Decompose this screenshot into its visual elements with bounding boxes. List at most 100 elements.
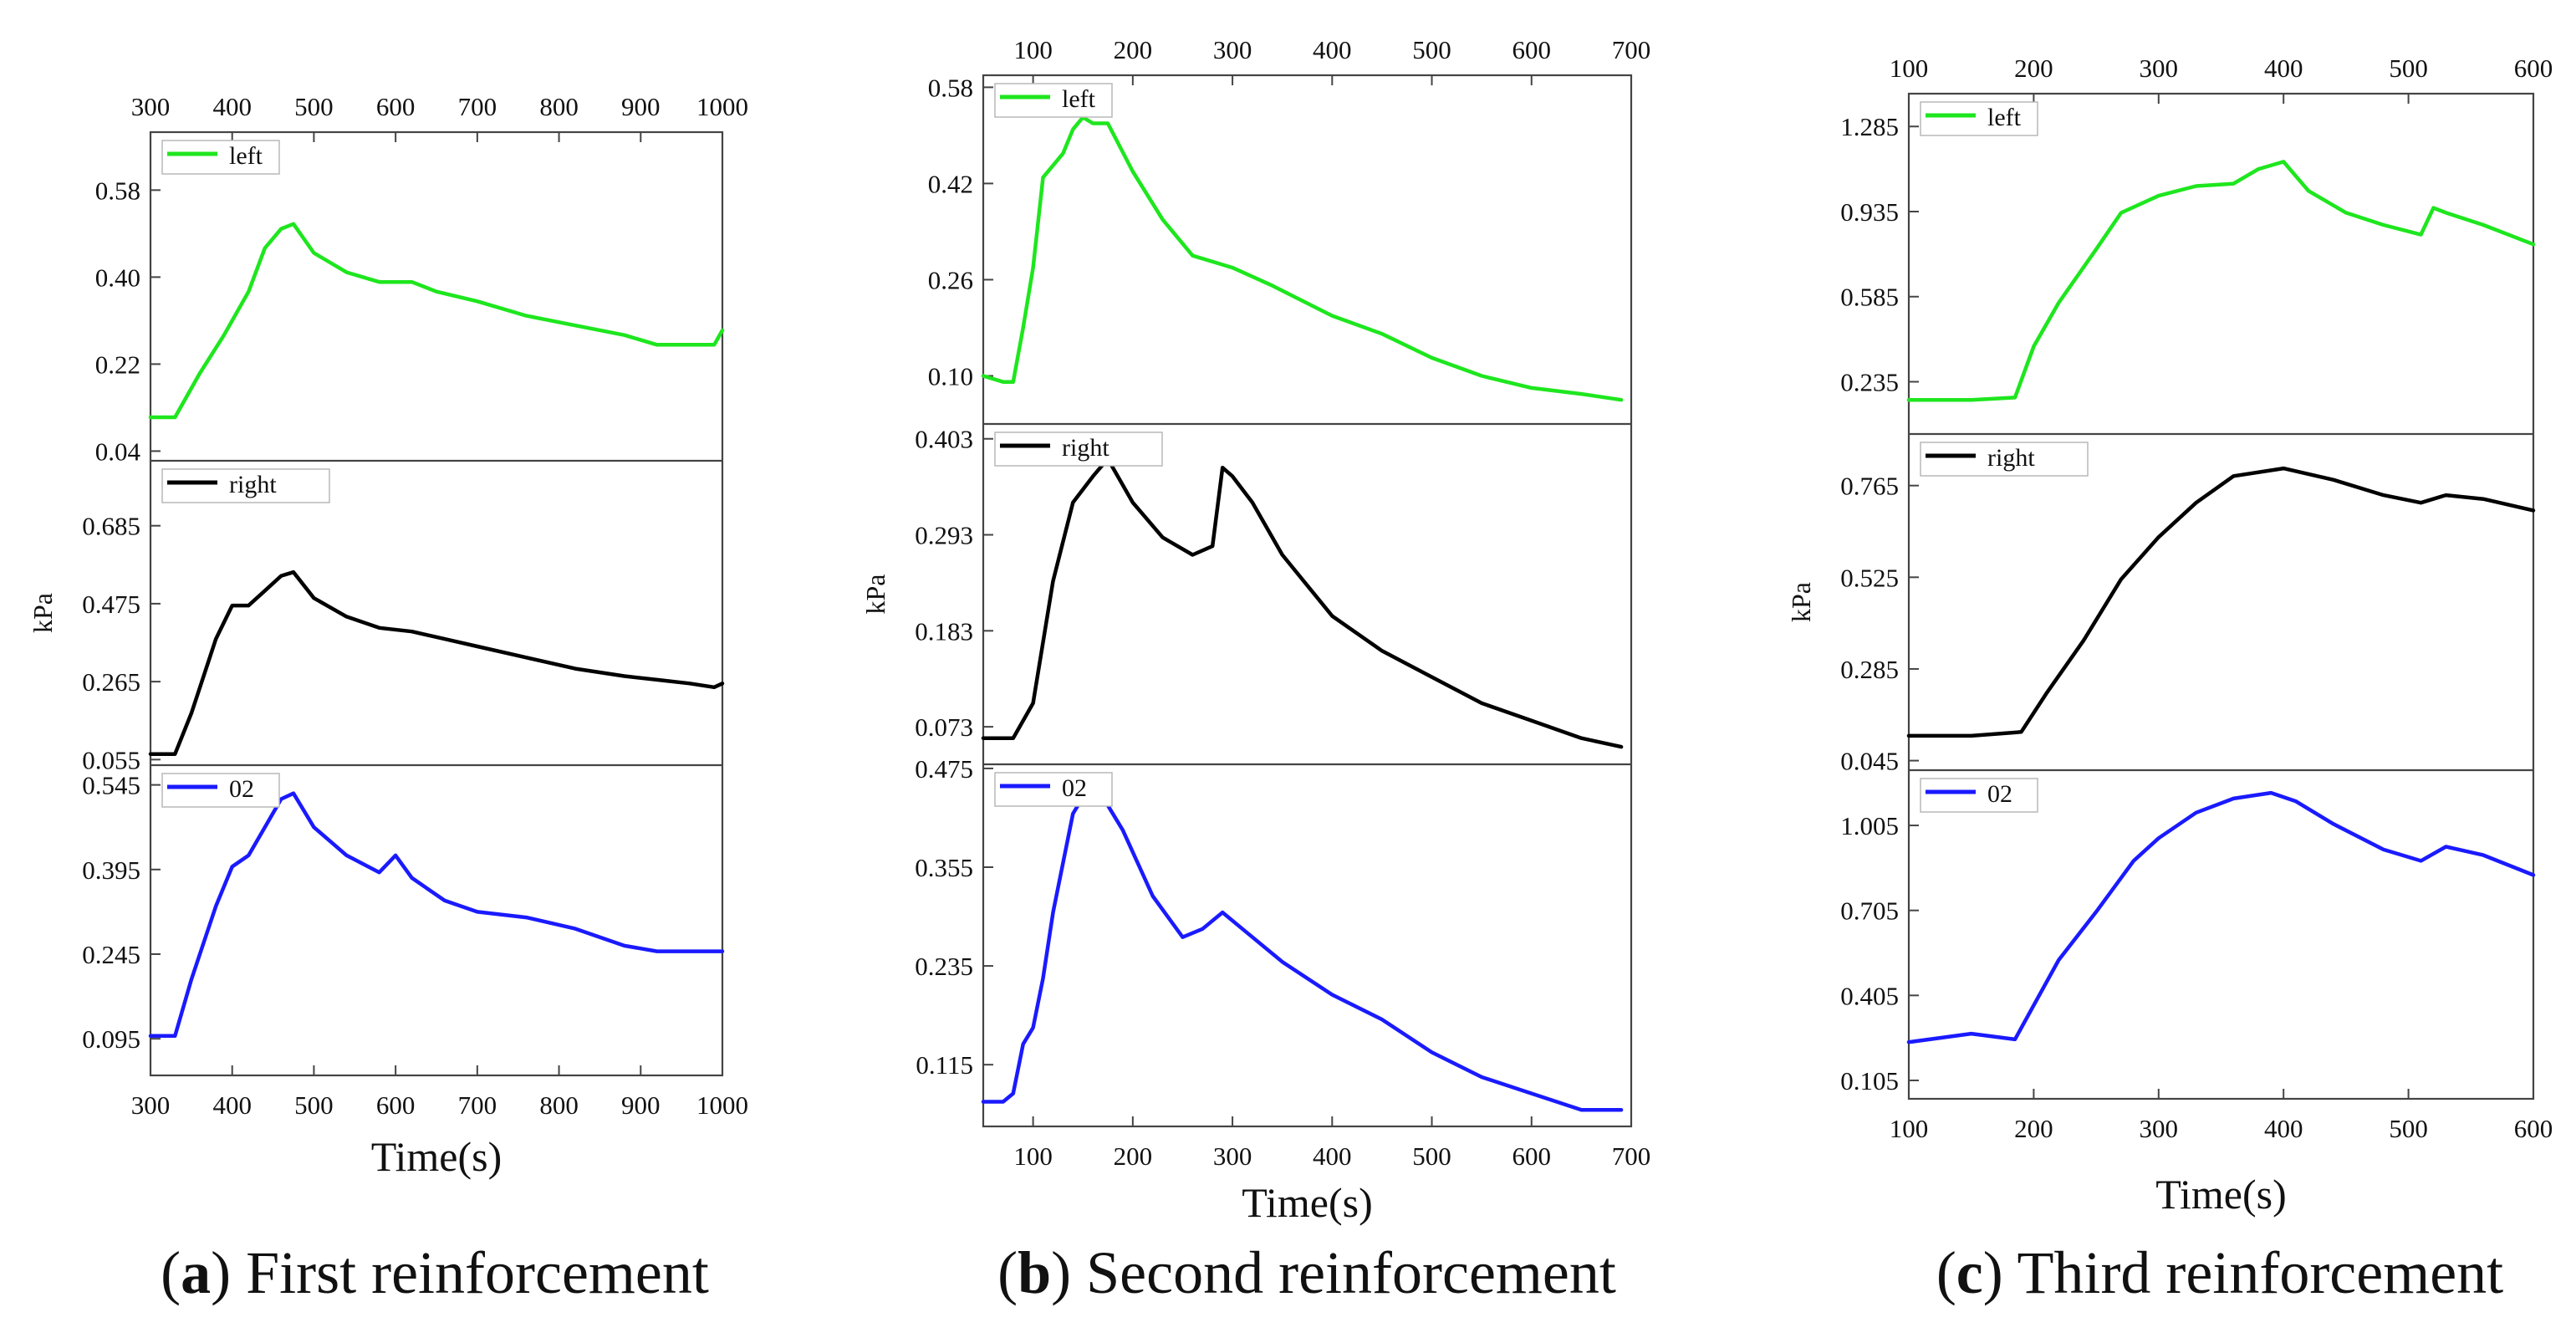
- x-tick-label-bottom: 300: [2140, 1114, 2179, 1143]
- x-tick-label-bottom: 400: [2264, 1114, 2303, 1143]
- x-tick-label-bottom: 500: [1412, 1141, 1451, 1171]
- y-axis-title: kPa: [860, 574, 890, 615]
- x-tick-label-top: 500: [1412, 35, 1451, 64]
- y-tick-label: 0.10: [928, 361, 973, 391]
- caption-title: Third reinforcement: [2017, 1239, 2503, 1306]
- x-tick-label-bottom: 300: [1213, 1141, 1252, 1171]
- x-tick-label-top: 700: [1612, 35, 1651, 64]
- legend-label: right: [1987, 444, 2035, 472]
- legend-box: [994, 772, 1113, 807]
- y-tick-label: 1.005: [1840, 811, 1899, 840]
- y-tick-label: 0.183: [915, 616, 973, 646]
- x-tick-label-bottom: 300: [131, 1090, 171, 1120]
- y-tick-label: 0.475: [915, 754, 973, 784]
- series-line-left: [981, 115, 1624, 402]
- x-tick-label-bottom: 400: [212, 1090, 252, 1120]
- chart-a: 300 300 400 400 500 500 600 600 700 700 800 800 900 9…: [28, 92, 748, 1306]
- x-tick-label-top: 1000: [696, 92, 748, 121]
- x-axis-title: Time(s): [371, 1133, 502, 1180]
- panel-left: 0.235 0.585 0.935 1.285 left: [1840, 101, 2536, 402]
- x-tick-label-top: 400: [1313, 35, 1352, 64]
- x-tick-label-bottom: 200: [2014, 1114, 2053, 1143]
- y-tick-label: 0.475: [82, 590, 140, 619]
- y-tick-label: 0.095: [82, 1024, 140, 1054]
- y-tick-label: 0.525: [1840, 563, 1899, 592]
- y-tick-label: 0.58: [95, 176, 140, 205]
- x-tick-label-top: 600: [376, 92, 416, 121]
- legend-label: left: [1062, 85, 1096, 113]
- x-axis-title: Time(s): [1242, 1179, 1373, 1226]
- y-tick-label: 0.545: [82, 771, 140, 800]
- legend-label: 02: [1987, 780, 2012, 808]
- x-tick-label-bottom: 600: [1512, 1141, 1552, 1171]
- y-tick-label: 0.685: [82, 512, 140, 541]
- legend-box: [1920, 778, 2038, 813]
- y-tick-label: 0.293: [915, 521, 973, 550]
- plot-frame: [1907, 92, 2535, 1100]
- series-line-o2: [981, 795, 1624, 1112]
- legend-box: [1920, 442, 2089, 477]
- y-tick-label: 0.26: [928, 265, 973, 294]
- panel-o2: 0.095 0.245 0.395 0.545 02: [82, 771, 725, 1054]
- panel-right: 0.073 0.183 0.293 0.403 right: [915, 425, 1624, 749]
- x-tick-label-top: 300: [1213, 35, 1252, 64]
- y-tick-label: 0.585: [1840, 283, 1899, 312]
- panel-left: 0.10 0.26 0.42 0.58 left: [928, 73, 1624, 402]
- legend-box: [161, 773, 280, 808]
- y-tick-label: 0.355: [915, 853, 973, 882]
- x-tick-label-top: 500: [294, 92, 334, 121]
- x-tick-label-bottom: 100: [1013, 1141, 1053, 1171]
- y-axis-title: kPa: [1786, 582, 1816, 622]
- legend-label: 02: [229, 775, 254, 803]
- y-tick-label: 0.285: [1840, 655, 1899, 684]
- caption-paren-close: ): [1051, 1239, 1086, 1306]
- y-tick-label: 0.395: [82, 855, 140, 885]
- caption-paren-close: ): [1983, 1239, 2017, 1306]
- y-tick-label: 0.42: [928, 169, 973, 198]
- x-tick-label-bottom: 400: [1313, 1141, 1352, 1171]
- y-tick-label: 0.045: [1840, 747, 1899, 776]
- x-tick-label-top: 700: [458, 92, 497, 121]
- caption-paren-open: (: [1936, 1239, 1956, 1306]
- x-tick-label-bottom: 1000: [696, 1090, 748, 1120]
- chart-b: 100 100 200 200 300 300 400 400 500 500 600 600 700 7…: [860, 35, 1650, 1306]
- x-tick-label-top: 900: [621, 92, 661, 121]
- panel-left: 0.04 0.22 0.40 0.58 left: [95, 140, 725, 466]
- caption-letter: a: [181, 1239, 211, 1306]
- y-tick-label: 0.40: [95, 263, 140, 292]
- y-tick-label: 0.403: [915, 425, 973, 454]
- y-tick-label: 0.235: [915, 952, 973, 981]
- x-tick-label-top: 500: [2389, 54, 2428, 83]
- x-tick-label-top: 100: [1013, 35, 1053, 64]
- plot-frame: [982, 74, 1633, 1128]
- panel-o2: 0.115 0.235 0.355 0.475 02: [915, 754, 1624, 1112]
- caption-title: First reinforcement: [246, 1239, 709, 1306]
- series-line-right: [981, 457, 1624, 749]
- y-tick-label: 0.765: [1840, 472, 1899, 501]
- panel-right: 0.045 0.285 0.525 0.765 right: [1840, 442, 2536, 776]
- y-tick-label: 0.405: [1840, 981, 1899, 1010]
- x-tick-label-bottom: 600: [376, 1090, 416, 1120]
- caption: (c) Third reinforcement: [1936, 1239, 2503, 1306]
- caption-letter: b: [1018, 1239, 1051, 1306]
- caption: (a) First reinforcement: [161, 1239, 709, 1306]
- x-tick-label-top: 600: [2514, 54, 2553, 83]
- x-tick-label-bottom: 100: [1890, 1114, 1929, 1143]
- panel-o2: 0.105 0.405 0.705 1.005 02: [1840, 778, 2536, 1095]
- y-tick-label: 0.58: [928, 73, 973, 102]
- caption-letter: c: [1956, 1239, 1983, 1306]
- chart-c: 100 100 200 200 300 300 400 400 500 500 600 600 Time…: [1786, 54, 2553, 1306]
- legend-box: [994, 431, 1163, 467]
- y-tick-label: 0.055: [82, 745, 140, 774]
- x-tick-label-bottom: 800: [539, 1090, 579, 1120]
- series-line-right: [1906, 466, 2536, 738]
- y-axis-title: kPa: [28, 593, 58, 633]
- x-tick-label-top: 400: [212, 92, 252, 121]
- x-axis-title: Time(s): [2155, 1171, 2287, 1218]
- x-tick-label-bottom: 600: [2514, 1114, 2553, 1143]
- y-tick-label: 0.073: [915, 712, 973, 742]
- y-tick-label: 0.935: [1840, 197, 1899, 227]
- legend-label: right: [1062, 434, 1109, 462]
- x-tick-label-bottom: 900: [621, 1090, 661, 1120]
